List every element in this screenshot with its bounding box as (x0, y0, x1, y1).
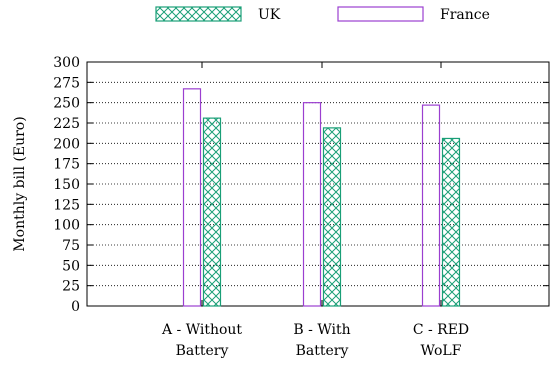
x-category-label: C - RED (413, 322, 469, 338)
x-category-label: Battery (296, 343, 349, 359)
bars (182, 88, 461, 307)
y-tick-label: 150 (53, 177, 80, 193)
y-tick-label: 125 (53, 197, 80, 213)
y-tick-label: 275 (53, 75, 80, 91)
y-tick-label: 0 (71, 299, 80, 315)
bar-france-0 (182, 88, 202, 307)
legend-swatch-uk (155, 6, 242, 22)
y-tick-label: 75 (62, 238, 80, 254)
legend-label-france: France (440, 7, 490, 23)
bar-uk-1 (322, 127, 342, 307)
bar-uk-2 (441, 137, 461, 307)
y-tick-label: 100 (53, 218, 80, 234)
grid (87, 81, 549, 287)
legend: UK France (155, 6, 490, 23)
y-axis-label: Monthly bill (Euro) (12, 116, 28, 251)
labels: 0 25 50 75 100 125 150 175 200 225 250 275 300 A - Wi… (12, 55, 469, 359)
y-tick-label: 250 (53, 96, 80, 112)
x-category-label: A - Without (161, 322, 242, 338)
y-tick-label: 225 (53, 116, 80, 132)
bar-uk-0 (202, 117, 222, 307)
y-tick-label: 200 (53, 136, 80, 152)
y-tick-label: 50 (62, 258, 80, 274)
legend-swatch-france (337, 6, 424, 22)
legend-label-uk: UK (258, 7, 281, 23)
x-category-label: WoLF (421, 343, 462, 359)
x-category-label: B - With (293, 322, 350, 338)
y-tick-label: 300 (53, 55, 80, 71)
y-tick-label: 175 (53, 157, 80, 173)
bar-france-2 (421, 104, 441, 307)
y-tick-label: 25 (62, 279, 80, 295)
x-category-label: Battery (176, 343, 229, 359)
bar-france-1 (302, 102, 322, 307)
